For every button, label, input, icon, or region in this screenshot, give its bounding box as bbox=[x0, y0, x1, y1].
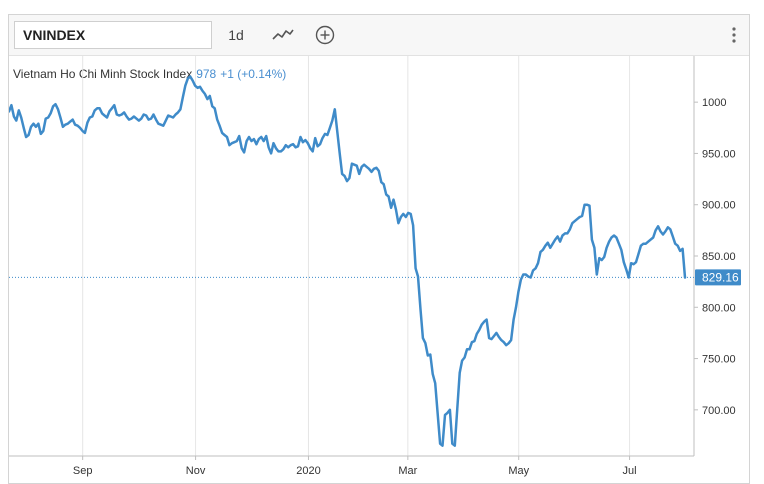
y-tick-label: 750.00 bbox=[702, 354, 736, 366]
x-tick-label: Nov bbox=[186, 465, 206, 477]
legend-name: Vietnam Ho Chi Minh Stock Index bbox=[13, 67, 193, 81]
compare-button[interactable] bbox=[314, 24, 336, 46]
line-chart-icon bbox=[272, 29, 294, 40]
interval-button[interactable]: 1d bbox=[228, 27, 244, 43]
menu-button[interactable] bbox=[727, 24, 741, 46]
last-price-tag: 829.16 bbox=[695, 269, 741, 286]
chart-widget: 1d Vietnam Ho Chi Minh Stock Index978+1 … bbox=[8, 14, 750, 484]
x-tick-label: Sep bbox=[73, 465, 93, 477]
legend-last-value: 978 bbox=[196, 67, 217, 81]
vertical-dots-icon bbox=[732, 27, 736, 43]
chart-type-button[interactable] bbox=[271, 24, 295, 46]
toolbar: 1d bbox=[9, 15, 749, 56]
symbol-input[interactable] bbox=[14, 21, 212, 49]
x-tick-label: Mar bbox=[398, 465, 417, 477]
chart-legend: Vietnam Ho Chi Minh Stock Index 978 +1 (+0… bbox=[13, 67, 286, 81]
grid bbox=[82, 56, 631, 456]
y-tick-label: 950.00 bbox=[702, 148, 736, 160]
y-tick-label: 1000 bbox=[702, 97, 726, 109]
y-tick-label: 800.00 bbox=[702, 302, 736, 314]
y-tick-label: 850.00 bbox=[702, 251, 736, 263]
price-line bbox=[9, 75, 687, 447]
y-axis: 700.00 750.00 800.00 850.00 900.00 950.00 1000 bbox=[694, 97, 736, 417]
x-tick-label: 2020 bbox=[296, 465, 320, 477]
chart-plot[interactable]: 700.00 750.00 800.00 850.00 900.00 950.00 1000… bbox=[9, 56, 749, 484]
x-tick-label: Jul bbox=[623, 465, 637, 477]
legend-change: +1 (+0.14%) bbox=[220, 67, 287, 81]
y-tick-label: 900.00 bbox=[702, 200, 736, 212]
last-price-box bbox=[695, 269, 741, 286]
x-axis: Sep Nov 2020 Mar May Jul bbox=[73, 456, 637, 477]
plus-circle-icon bbox=[315, 25, 335, 45]
y-tick-label: 700.00 bbox=[702, 405, 736, 417]
x-tick-label: May bbox=[508, 465, 529, 477]
last-price-label: 829.16 bbox=[702, 270, 739, 284]
